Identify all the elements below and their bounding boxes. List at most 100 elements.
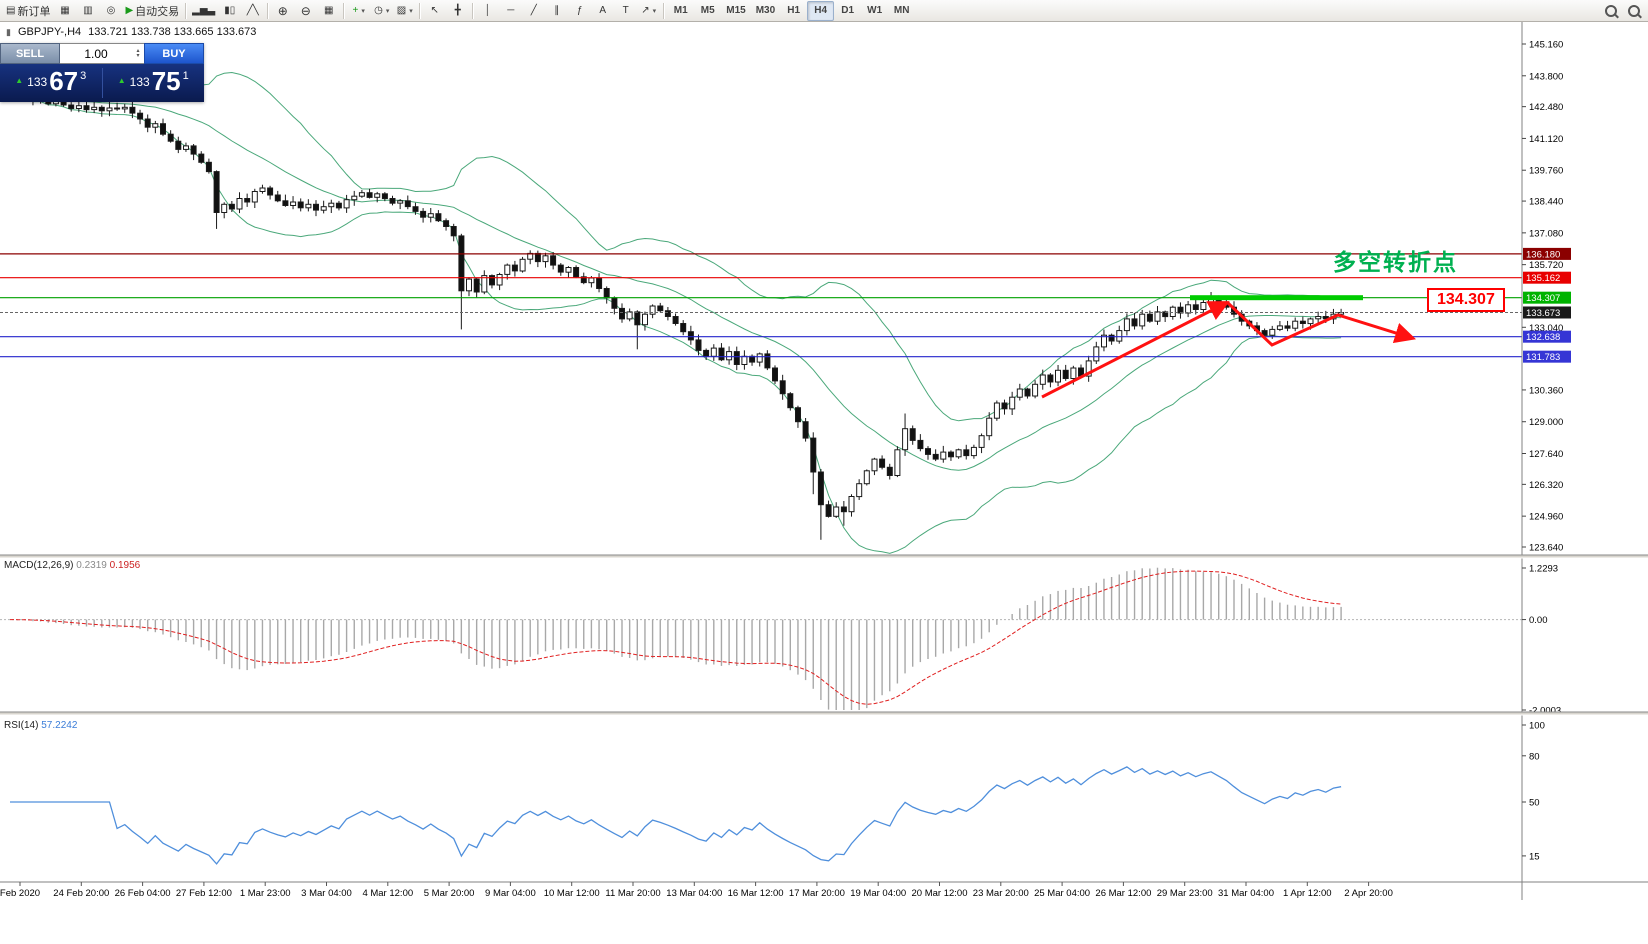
- search-button[interactable]: [1599, 1, 1622, 21]
- price-divider: [101, 68, 103, 98]
- timeframe-W1[interactable]: W1: [867, 5, 883, 16]
- spinner-down-icon[interactable]: ▾: [136, 52, 140, 59]
- svg-text:123.640: 123.640: [1529, 543, 1563, 554]
- line-chart-button[interactable]: ╱╲: [241, 1, 264, 21]
- indicators-button[interactable]: + ▾: [347, 1, 370, 21]
- timeframe-M30[interactable]: M30: [755, 5, 776, 16]
- macd-value-main: 0.2319: [76, 560, 107, 571]
- spinner-up-icon[interactable]: ▴: [136, 47, 140, 54]
- dropdown-caret-icon: ▾: [361, 7, 365, 15]
- volume-field[interactable]: 1.00 ▴ ▾: [60, 43, 144, 64]
- fibonacci-button[interactable]: ƒ: [568, 1, 591, 21]
- new-order-button[interactable]: ▤ 新订单: [3, 1, 53, 21]
- bar-chart-button[interactable]: ▂▅▃: [189, 1, 218, 21]
- svg-text:16 Mar 12:00: 16 Mar 12:00: [728, 888, 784, 899]
- buy-price-pips: 75: [151, 66, 181, 96]
- templates-button[interactable]: ▨ ▾: [393, 1, 416, 21]
- sell-price-point: 3: [80, 70, 87, 82]
- time-axis: Feb 2020 24 Feb 20:00 26 Feb 04:00 27 Feb 1…: [0, 881, 1648, 899]
- refresh-button[interactable]: ◎: [99, 1, 122, 21]
- svg-text:26 Feb 04:00: 26 Feb 04:00: [115, 888, 171, 899]
- timeframe-M5[interactable]: M5: [700, 5, 715, 16]
- toolbar-separator: [472, 2, 474, 19]
- rsi-panel: [0, 715, 1648, 882]
- zoom-in-button[interactable]: ⊕: [271, 1, 294, 21]
- svg-text:15: 15: [1529, 851, 1540, 862]
- timeframe-H1[interactable]: H1: [787, 5, 801, 16]
- svg-text:142.480: 142.480: [1529, 102, 1563, 113]
- candles: [7, 87, 1345, 540]
- timeframe-H4[interactable]: H4: [807, 0, 835, 21]
- svg-text:143.800: 143.800: [1529, 71, 1563, 82]
- dropdown-caret-icon: ▾: [652, 7, 657, 15]
- buy-button[interactable]: BUY: [144, 43, 204, 64]
- price-tag-annotation[interactable]: 134.307: [1427, 288, 1505, 312]
- one-click-trading-panel: SELL 1.00 ▴ ▾ BUY ▲ 133 67 3 ▲ 133 75: [0, 43, 204, 102]
- timeframe-M1[interactable]: M1: [673, 5, 688, 16]
- volume-value[interactable]: 1.00: [84, 46, 108, 61]
- profiles-button[interactable]: ▥: [76, 1, 99, 21]
- bar-chart-icon: ▂▅▃: [192, 4, 216, 16]
- svg-text:100: 100: [1529, 721, 1545, 732]
- timeframe-M15[interactable]: M15: [726, 5, 746, 16]
- autotrading-button[interactable]: ▶ 自动交易: [122, 1, 182, 21]
- quick-search-button[interactable]: [1622, 1, 1645, 21]
- svg-text:5 Mar 20:00: 5 Mar 20:00: [424, 888, 475, 899]
- svg-text:19 Mar 04:00: 19 Mar 04:00: [850, 888, 906, 899]
- chart-canvas[interactable]: 145.160 143.800 142.480 141.120 139.760 138.4…: [0, 22, 1648, 944]
- svg-text:1.2293: 1.2293: [1529, 564, 1558, 575]
- turning-point-annotation[interactable]: 多空转折点: [1333, 249, 1458, 275]
- quick-search-icon: [1627, 4, 1640, 17]
- svg-text:145.160: 145.160: [1529, 40, 1563, 51]
- text-label-button[interactable]: T: [614, 1, 637, 21]
- crosshair-button[interactable]: ╋: [446, 1, 469, 21]
- rsi-name: RSI(14): [4, 720, 39, 731]
- toolbar-separator: [185, 2, 187, 19]
- buy-price[interactable]: ▲ 133 75 1: [103, 66, 205, 96]
- tile-windows-icon: ▦: [324, 4, 334, 16]
- text-button[interactable]: A: [591, 1, 614, 21]
- svg-text:13 Mar 04:00: 13 Mar 04:00: [666, 888, 722, 899]
- svg-text:136.180: 136.180: [1526, 249, 1560, 260]
- tile-windows-button[interactable]: ▦: [317, 1, 340, 21]
- tick-up-icon: ▲: [15, 76, 24, 85]
- timeframe-D1[interactable]: D1: [841, 5, 855, 16]
- svg-text:132.638: 132.638: [1526, 332, 1560, 343]
- toolbar-separator: [343, 2, 345, 19]
- svg-text:31 Mar 04:00: 31 Mar 04:00: [1218, 888, 1274, 899]
- svg-text:24 Feb 20:00: 24 Feb 20:00: [53, 888, 109, 899]
- symbol-ohlc: 133.721 133.738 133.665 133.673: [88, 26, 257, 38]
- profiles-icon: ▥: [83, 4, 93, 16]
- sell-price-figure: 133: [27, 75, 48, 89]
- volume-spinner[interactable]: ▴ ▾: [132, 47, 144, 59]
- svg-text:26 Mar 12:00: 26 Mar 12:00: [1095, 888, 1151, 899]
- periods-button[interactable]: ◷ ▾: [370, 1, 393, 21]
- chart-window-button[interactable]: ▦: [53, 1, 76, 21]
- zoom-out-icon: ⊖: [300, 3, 311, 18]
- chart-window: 145.160 143.800 142.480 141.120 139.760 138.4…: [0, 22, 1648, 944]
- svg-text:27 Feb 12:00: 27 Feb 12:00: [176, 888, 232, 899]
- vertical-line-button[interactable]: │: [476, 1, 499, 21]
- sell-button[interactable]: SELL: [0, 43, 60, 64]
- horizontal-line-button[interactable]: ─: [499, 1, 522, 21]
- zoom-out-button[interactable]: ⊖: [294, 1, 317, 21]
- fibonacci-icon: ƒ: [576, 4, 583, 16]
- candlestick-chart-button[interactable]: ▮▯: [218, 1, 241, 21]
- timeframe-MN[interactable]: MN: [893, 5, 910, 16]
- cursor-button[interactable]: ↖: [423, 1, 446, 21]
- channel-button[interactable]: ∥: [545, 1, 568, 21]
- horizontal-line-icon: ─: [507, 4, 515, 16]
- svg-text:135.720: 135.720: [1529, 260, 1563, 271]
- toolbar-separator: [663, 2, 665, 19]
- trendline-button[interactable]: ╱: [522, 1, 545, 21]
- cursor-icon: ↖: [430, 4, 439, 16]
- svg-text:17 Mar 20:00: 17 Mar 20:00: [789, 888, 845, 899]
- toolbar-separator: [419, 2, 421, 19]
- arrows-button[interactable]: ↗ ▾: [637, 1, 660, 21]
- trend-arrows: [1041, 301, 1417, 399]
- svg-text:25 Mar 04:00: 25 Mar 04:00: [1034, 888, 1090, 899]
- sell-price[interactable]: ▲ 133 67 3: [0, 68, 102, 96]
- svg-text:50: 50: [1529, 798, 1540, 809]
- chart-window-icon: ▦: [60, 4, 70, 16]
- chart-title: ▮ GBPJPY-,H4 133.721 133.738 133.665 133…: [6, 26, 256, 38]
